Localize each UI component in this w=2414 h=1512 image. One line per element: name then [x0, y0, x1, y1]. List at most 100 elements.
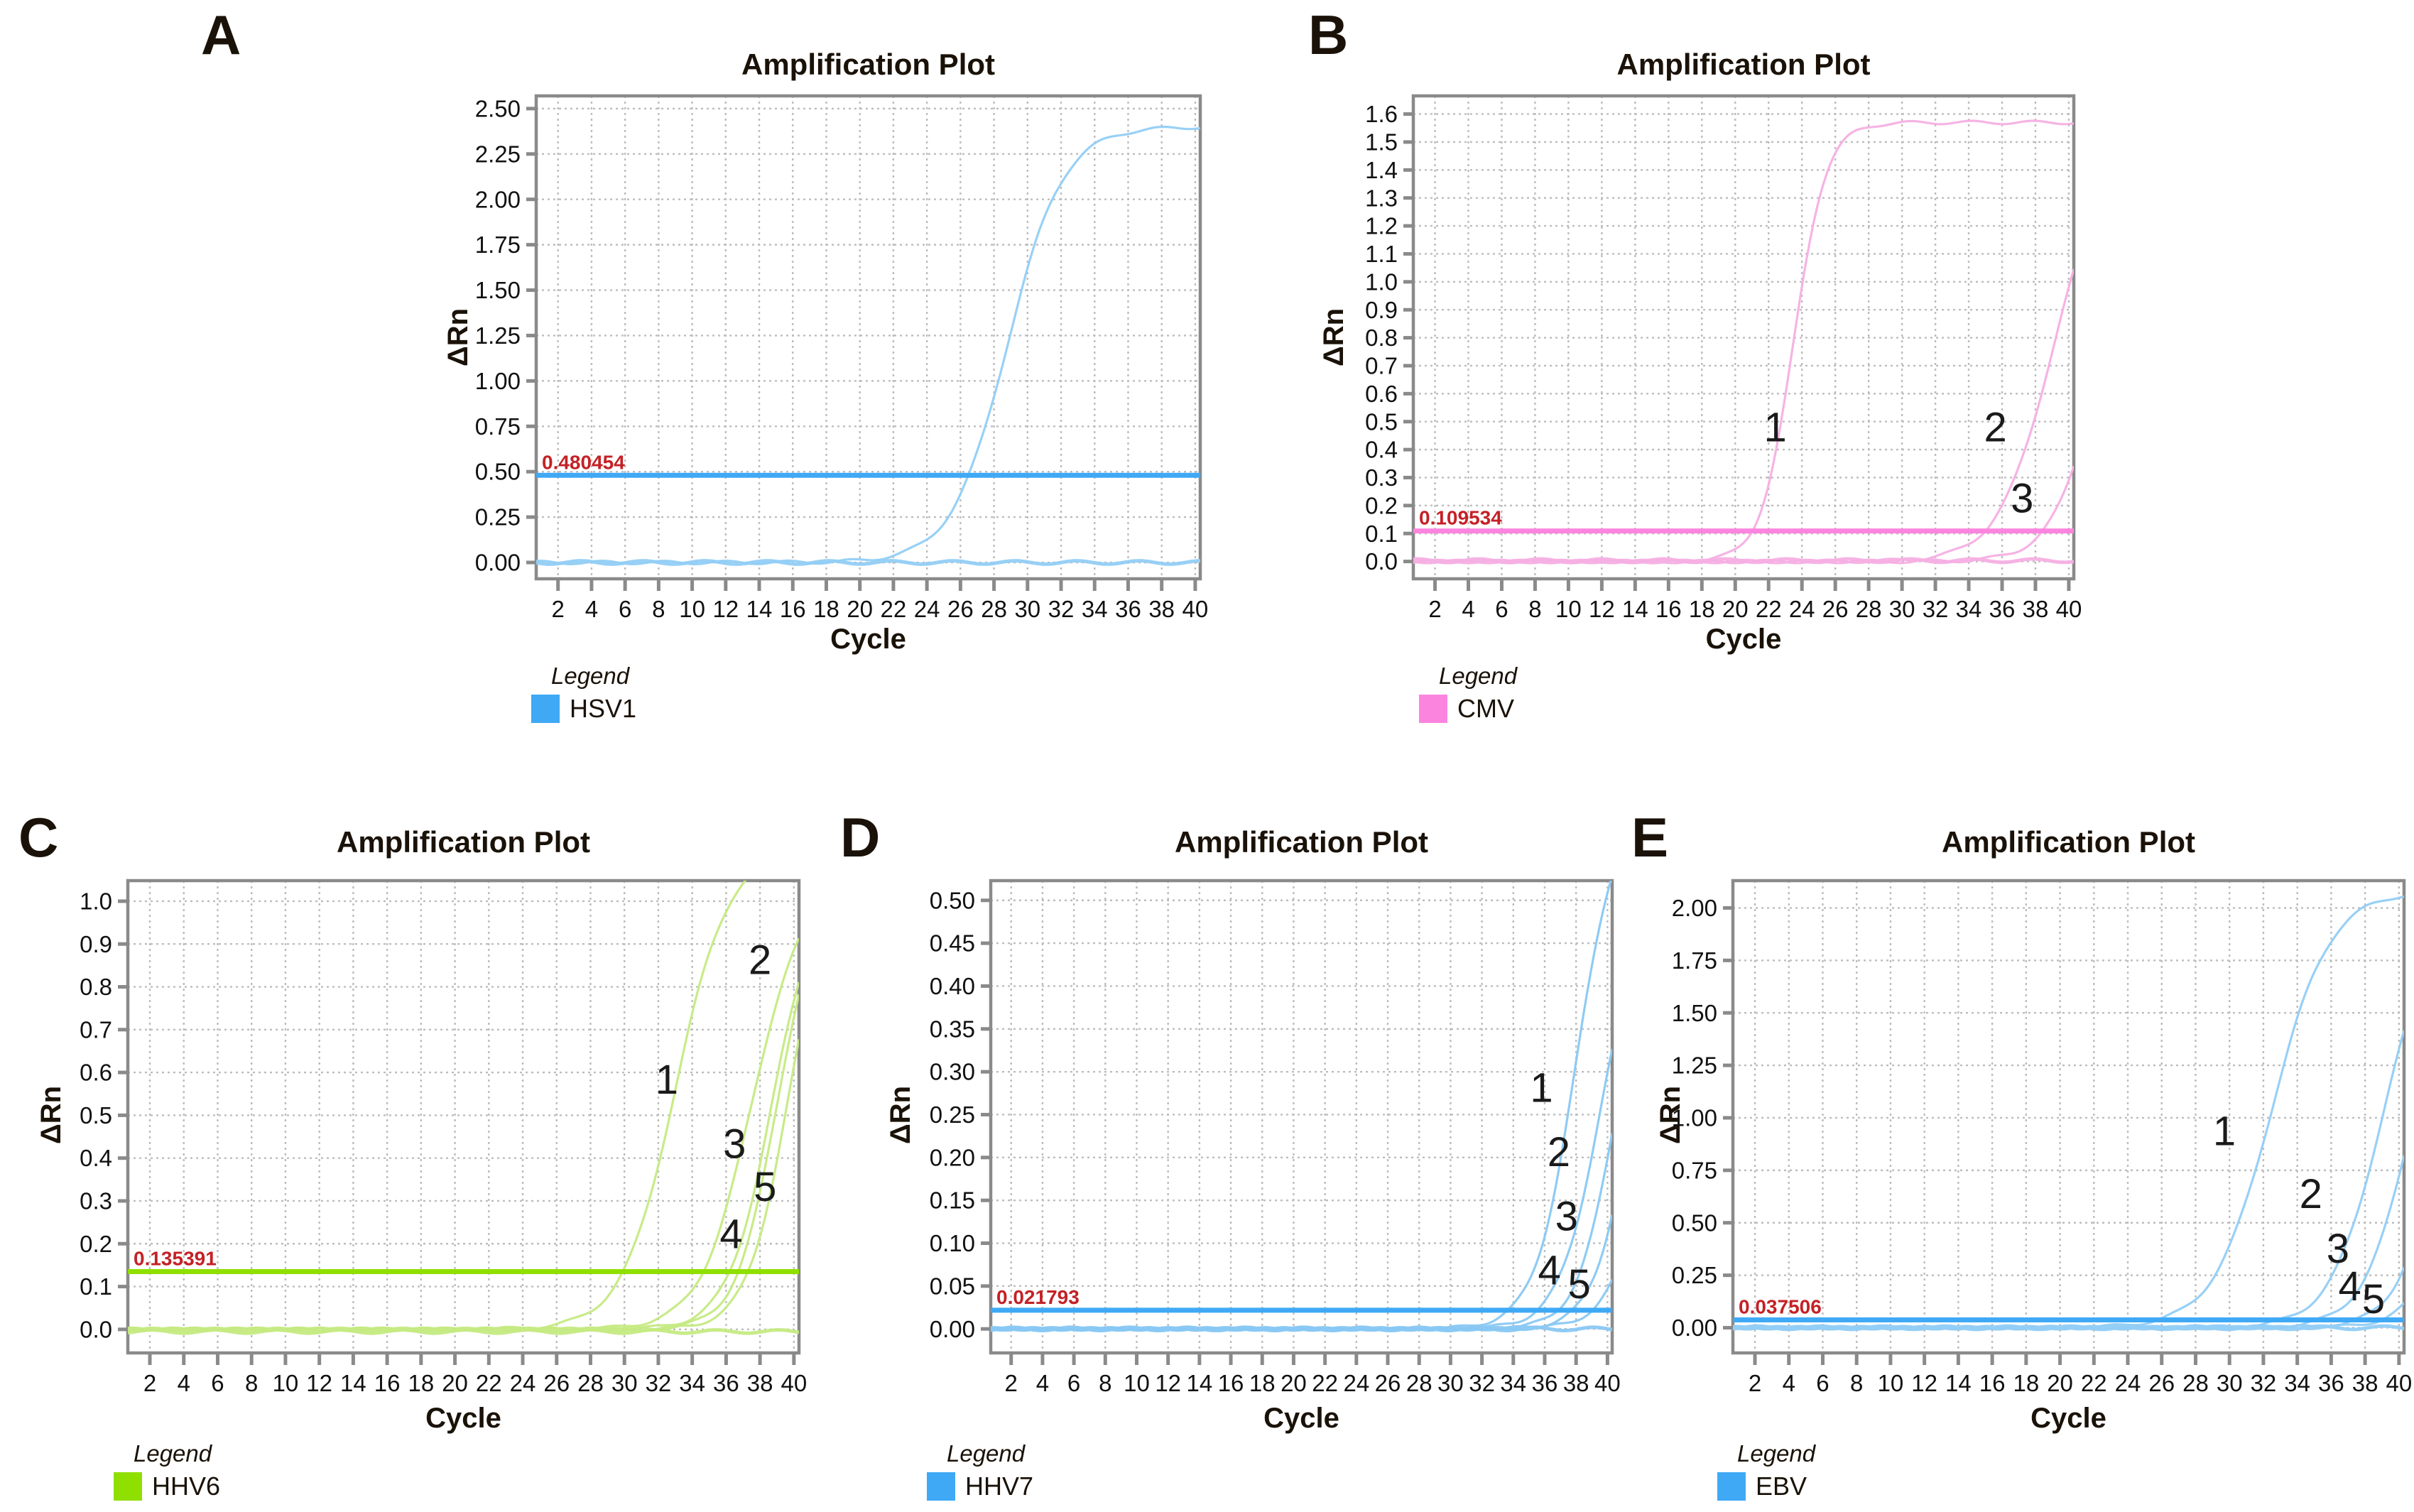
x-tick-label: 38 [747, 1370, 773, 1396]
grid [1413, 96, 2074, 579]
threshold-value: 0.480454 [542, 451, 625, 473]
legend-item: HHV7 [927, 1472, 1033, 1501]
x-tick-label: 14 [746, 596, 773, 622]
x-tick-label: 28 [1406, 1370, 1432, 1396]
x-tick-label: 36 [1115, 596, 1141, 622]
x-tick-label: 22 [1312, 1370, 1338, 1396]
x-tick-label: 2 [552, 596, 565, 622]
y-tick-label: 0.7 [80, 1016, 112, 1043]
curve-2 [1413, 268, 2074, 565]
chart-title: Amplification Plot [1175, 825, 1428, 859]
y-tick-label: 0.20 [930, 1144, 975, 1170]
curve-3 [128, 981, 799, 1332]
x-tick-label: 36 [713, 1370, 739, 1396]
y-tick-label: 0.00 [930, 1316, 975, 1342]
legend-swatch [1717, 1472, 1746, 1501]
y-tick-label: 2.25 [475, 141, 521, 167]
plot-frame [989, 879, 1614, 1355]
y-tick-label: 2.00 [475, 186, 521, 212]
x-tick-label: 14 [1187, 1370, 1213, 1396]
y-tick-label: 0.00 [475, 550, 521, 576]
x-tick-label: 40 [2056, 596, 2082, 622]
threshold-value: 0.135391 [134, 1247, 217, 1269]
x-tick-label: 28 [981, 596, 1007, 622]
axis-ticks: 2 4 6 8 10 12 14 16 18 20 22 24 26 28 30 32 34 36 38 400.00… [930, 887, 1621, 1396]
x-tick-label: 40 [2386, 1370, 2412, 1396]
x-tick-label: 14 [1622, 596, 1648, 622]
x-tick-label: 16 [780, 596, 806, 622]
x-tick-label: 14 [1945, 1370, 1972, 1396]
x-tick-label: 36 [1989, 596, 2016, 622]
y-tick-label: 1.1 [1365, 241, 1398, 267]
x-tick-label: 26 [1822, 596, 1849, 622]
curve-number-label: 3 [723, 1121, 746, 1168]
x-tick-label: 30 [2217, 1370, 2243, 1396]
y-tick-label: 0.8 [80, 974, 112, 1000]
x-tick-label: 34 [2284, 1370, 2310, 1396]
x-tick-label: 20 [442, 1370, 468, 1396]
x-tick-label: 20 [1281, 1370, 1307, 1396]
x-tick-label: 24 [914, 596, 940, 622]
y-tick-label: 1.50 [1672, 1000, 1717, 1026]
x-tick-label: 2 [143, 1370, 156, 1396]
x-tick-label: 28 [577, 1370, 604, 1396]
curve-number-label: 5 [2362, 1276, 2385, 1322]
x-tick-label: 38 [2023, 596, 2049, 622]
curve-number-label: 3 [2011, 476, 2033, 522]
panel-letter-e: E [1631, 806, 1669, 869]
curve-number-label: 1 [1530, 1065, 1553, 1111]
chart-title: Amplification Plot [741, 48, 995, 81]
y-tick-label: 0.30 [930, 1059, 975, 1085]
x-tick-label: 12 [1589, 596, 1615, 622]
x-tick-label: 36 [1532, 1370, 1558, 1396]
y-tick-label: 0.50 [475, 459, 521, 485]
y-tick-label: 0.75 [1672, 1157, 1717, 1183]
legend-swatch [114, 1472, 142, 1501]
axis-ticks: 2 4 6 8 10 12 14 16 18 20 22 24 26 28 30 32 34 36 38 400.00… [1672, 895, 2412, 1396]
curve-3 [991, 1133, 1612, 1332]
y-tick-label: 1.25 [475, 322, 521, 349]
curve-number-label: 2 [2300, 1171, 2322, 1217]
x-tick-label: 2 [1428, 596, 1441, 622]
x-tick-label: 32 [1469, 1370, 1495, 1396]
x-tick-label: 28 [1856, 596, 1882, 622]
curve-number-label: 4 [719, 1211, 742, 1257]
curve-1 [1733, 895, 2404, 1331]
x-tick-label: 6 [211, 1370, 224, 1396]
x-tick-label: 38 [1148, 596, 1175, 622]
chart-title: Amplification Plot [337, 825, 590, 859]
y-tick-label: 0.2 [1365, 492, 1398, 518]
legend-item: HSV1 [531, 695, 636, 723]
x-axis-label: Cycle [1705, 624, 1782, 655]
legend-swatch [1419, 695, 1447, 723]
y-tick-label: 0.50 [1672, 1209, 1717, 1236]
x-tick-label: 4 [1783, 1370, 1795, 1396]
y-tick-label: 0.15 [930, 1187, 975, 1214]
panel-letter-a: A [201, 4, 241, 66]
y-tick-label: 1.0 [1365, 268, 1398, 295]
x-axis-label: Cycle [2030, 1403, 2106, 1434]
axis-ticks: 2 4 6 8 10 12 14 16 18 20 22 24 26 28 30 32 34 36 38 400.00… [80, 888, 807, 1396]
legend-title: Legend [1737, 1440, 1816, 1467]
y-tick-label: 0.3 [80, 1188, 112, 1214]
y-tick-label: 0.25 [1672, 1262, 1717, 1288]
curve-number-label: 5 [1567, 1261, 1590, 1307]
curve-1 [991, 881, 1612, 1332]
x-tick-label: 26 [1375, 1370, 1401, 1396]
x-tick-label: 2 [1749, 1370, 1761, 1396]
x-tick-label: 20 [847, 596, 873, 622]
x-tick-label: 34 [679, 1370, 705, 1396]
x-tick-label: 32 [646, 1370, 672, 1396]
x-tick-label: 22 [1756, 596, 1782, 622]
axis-ticks: 2 4 6 8 10 12 14 16 18 20 22 24 26 28 30 32 34 36 38 400.00… [475, 95, 1209, 622]
x-tick-label: 20 [1722, 596, 1749, 622]
y-tick-label: 2.00 [1672, 895, 1717, 921]
legend: Legend HHV7 [927, 1442, 1033, 1501]
y-tick-label: 0.9 [1365, 297, 1398, 323]
y-tick-label: 0.1 [80, 1273, 112, 1300]
x-tick-label: 20 [2047, 1370, 2073, 1396]
curve-number-label: 1 [2213, 1108, 2236, 1154]
curve-baseline [1733, 1324, 2404, 1332]
y-tick-label: 1.6 [1365, 101, 1398, 127]
